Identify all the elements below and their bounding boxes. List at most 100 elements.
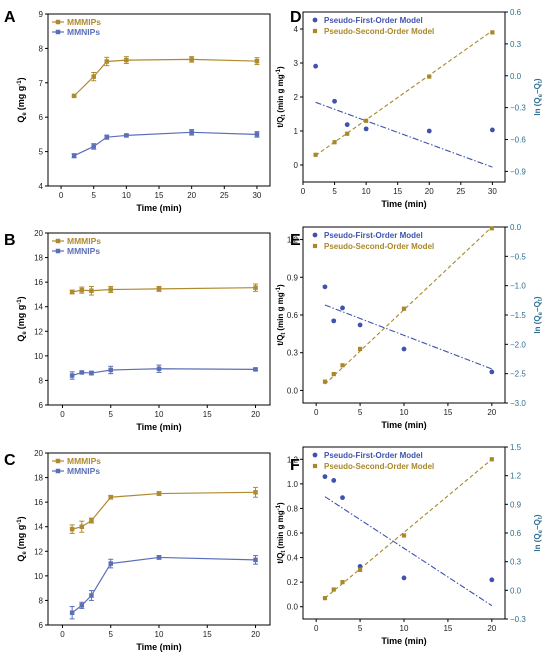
data-point xyxy=(489,577,495,583)
data-point xyxy=(79,524,85,529)
y-tick-label: 2 xyxy=(294,93,299,102)
y-tick-label: 8 xyxy=(39,44,44,53)
y-label-close: ) xyxy=(276,66,285,69)
data-point xyxy=(340,580,345,585)
x-tick-label: 20 xyxy=(251,630,260,639)
y-label-sup: -1 xyxy=(276,504,282,510)
data-point xyxy=(89,288,94,293)
y-tick-label: 6 xyxy=(39,401,44,410)
y-right-label-close: ) xyxy=(533,78,542,81)
series-1 xyxy=(322,226,494,385)
legend-marker xyxy=(55,19,61,25)
panel-letter: B xyxy=(4,232,16,249)
y-right-label-sub2: t xyxy=(538,81,544,83)
y-axis-label: Qe(mg g-1) xyxy=(16,516,28,561)
data-point xyxy=(189,57,194,62)
data-point xyxy=(427,74,432,79)
data-point xyxy=(332,98,337,104)
legend: Pseudo-First-Order Model Pseudo-Second-Or… xyxy=(312,231,434,251)
y-tick-label: 4 xyxy=(39,182,44,191)
y-tick-label: 0.3 xyxy=(287,349,299,358)
x-tick-label: 5 xyxy=(332,187,337,196)
panel-F: F 0 5 10 15 20 Time (min) 0.0 0.2 0.4 0.6 0.8 1.0 1.2… xyxy=(276,443,544,646)
series-0 xyxy=(69,486,259,534)
legend-marker xyxy=(312,463,318,469)
legend-marker xyxy=(55,248,61,254)
y-tick-label: 10 xyxy=(34,572,43,581)
fit-line xyxy=(324,304,493,370)
y-right-tick-label: 1.5 xyxy=(510,443,522,452)
x-tick-label: 20 xyxy=(187,191,196,200)
x-tick-label: 30 xyxy=(488,187,497,196)
data-point xyxy=(426,128,432,134)
legend-label: MMMIPs xyxy=(67,456,101,466)
data-point xyxy=(79,287,85,293)
x-tick-label: 0 xyxy=(314,408,319,417)
y-right-label-close: ) xyxy=(533,514,542,517)
y-axis-label-left: t/Qt (min g mg-1) xyxy=(276,66,287,128)
y-right-tick-label: −0.9 xyxy=(510,167,526,176)
x-tick-label: 10 xyxy=(362,187,371,196)
data-point xyxy=(156,555,162,560)
data-point xyxy=(340,495,345,501)
data-point xyxy=(322,596,328,601)
x-tick-label: 30 xyxy=(252,191,261,200)
y-label-sub: e xyxy=(22,551,28,555)
plot-frame xyxy=(47,452,271,626)
y-tick-label: 0.2 xyxy=(287,578,299,587)
x-tick-label: 15 xyxy=(203,630,212,639)
legend-marker xyxy=(312,28,318,34)
y-label-sub: t xyxy=(281,333,287,335)
x-tick-label: 20 xyxy=(425,187,434,196)
data-point xyxy=(322,474,328,480)
x-tick-label: 0 xyxy=(60,630,65,639)
data-point xyxy=(156,491,162,496)
series-1 xyxy=(322,457,494,601)
y-axis-label: Qe(mg g-1) xyxy=(16,77,28,122)
series-line xyxy=(73,131,257,157)
y-label-unit: (min g mg xyxy=(276,74,285,112)
legend-label: MMNIPs xyxy=(67,246,100,256)
plot-frame xyxy=(302,11,506,183)
y-label-main: Q xyxy=(16,116,26,123)
y-tick-label: 0.0 xyxy=(287,603,299,612)
y-label-sub: t xyxy=(281,115,287,117)
legend-marker xyxy=(55,238,61,244)
y-label-unit: (mg g xyxy=(16,525,26,550)
y-tick-label: 8 xyxy=(39,596,44,605)
data-point xyxy=(253,285,258,290)
series-1 xyxy=(313,30,495,157)
data-point xyxy=(71,153,77,158)
y-tick-label: 20 xyxy=(34,449,43,458)
y-right-label-mid: −Q xyxy=(533,301,542,312)
y-right-tick-label: −2.5 xyxy=(510,370,526,379)
y-tick-label: 9 xyxy=(39,10,44,19)
data-point xyxy=(489,369,495,375)
legend-label: MMNIPs xyxy=(67,466,100,476)
x-tick-label: 5 xyxy=(109,630,114,639)
x-tick-label: 15 xyxy=(155,191,164,200)
y-tick-label: 1.2 xyxy=(287,236,299,245)
legend-marker xyxy=(312,232,318,238)
y-label-main: t/Q xyxy=(276,553,285,564)
y-right-tick-label: −3.0 xyxy=(510,399,526,408)
y-label-sup: -1 xyxy=(17,299,23,305)
legend-marker xyxy=(312,243,318,249)
y-tick-label: 18 xyxy=(34,254,43,263)
data-point xyxy=(331,478,337,483)
y-tick-label: 10 xyxy=(34,352,43,361)
plot-frame xyxy=(47,13,271,187)
x-axis-label: Time (min) xyxy=(136,642,181,652)
data-point xyxy=(357,567,363,572)
data-point xyxy=(489,457,494,462)
data-point xyxy=(253,490,258,495)
fit-line xyxy=(324,496,493,607)
x-tick-label: 10 xyxy=(155,630,164,639)
legend-marker xyxy=(312,17,318,23)
y-right-label-close: ) xyxy=(533,296,542,299)
data-point xyxy=(489,226,494,231)
y-tick-label: 1 xyxy=(294,127,299,136)
x-tick-label: 5 xyxy=(91,191,96,200)
